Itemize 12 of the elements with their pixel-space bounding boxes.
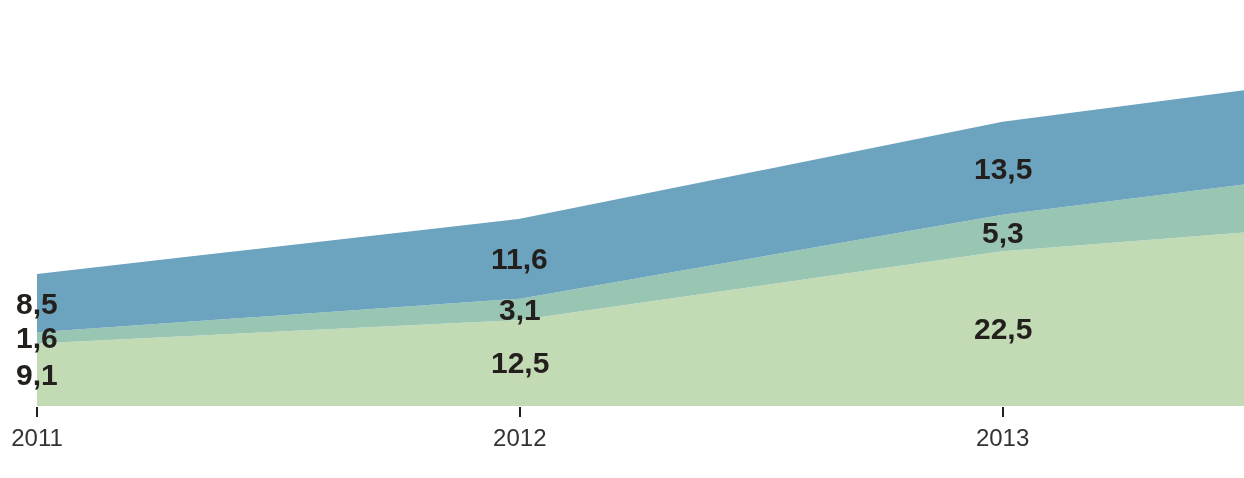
x-tick-label: 2012 <box>493 423 547 451</box>
data-label: 3,1 <box>499 293 541 326</box>
data-label: 11,6 <box>491 242 548 275</box>
x-tick-label: 2013 <box>975 423 1030 451</box>
data-label: 5,3 <box>982 216 1024 249</box>
data-label: 8,5 <box>16 287 58 320</box>
data-label: 9,1 <box>16 358 58 391</box>
data-label: 22,5 <box>974 312 1033 345</box>
data-label: 12,5 <box>491 346 550 379</box>
data-label: 1,6 <box>16 321 58 354</box>
x-tick-label: 2011 <box>11 423 63 451</box>
data-label: 13,5 <box>974 152 1033 185</box>
